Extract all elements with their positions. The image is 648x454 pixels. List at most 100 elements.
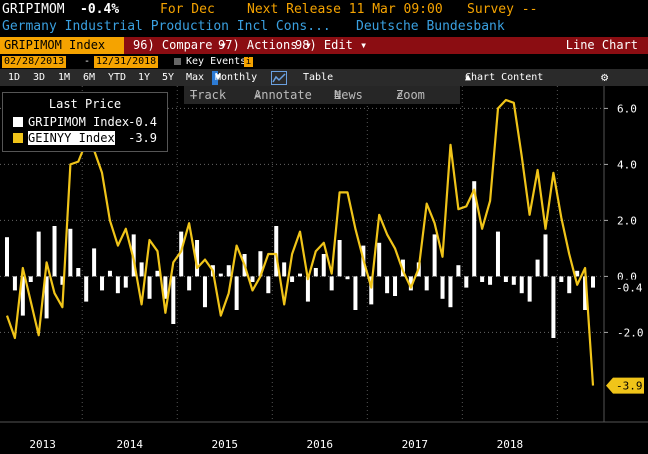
news-icon: ≣ — [334, 88, 342, 102]
table-button[interactable]: Table — [303, 72, 334, 83]
bar — [266, 276, 271, 294]
bar — [52, 226, 57, 277]
x-axis: 2013 2014 2015 2016 2017 2018 — [29, 438, 523, 451]
bar — [559, 276, 564, 282]
edit-menu[interactable]: 98) Edit ▾ — [295, 38, 368, 52]
bar — [456, 265, 461, 277]
actions-menu[interactable]: 97) Actions ▾ — [218, 38, 312, 52]
bar — [139, 262, 144, 277]
bar — [44, 276, 49, 319]
bar — [527, 276, 532, 302]
bar — [100, 276, 105, 291]
bar — [385, 276, 390, 294]
bar — [503, 276, 508, 282]
bar — [5, 237, 9, 277]
bar — [202, 276, 207, 308]
bar — [377, 242, 382, 277]
bar — [218, 273, 223, 277]
bar — [290, 276, 295, 282]
bar — [408, 276, 413, 291]
security-field[interactable]: GRIPIMOM Index — [0, 37, 124, 54]
period-6m[interactable]: 6M — [83, 72, 96, 83]
last-value-tags: -0.4 -3.9 — [606, 279, 644, 394]
bar — [84, 276, 89, 302]
bar — [495, 231, 500, 277]
bar — [480, 276, 485, 282]
bar — [163, 276, 168, 299]
chart-type-label[interactable]: Line Chart — [565, 38, 638, 52]
crosshair-icon: ✛ — [190, 88, 198, 102]
key-events-checkbox[interactable] — [174, 58, 181, 65]
line-chart-icon[interactable] — [271, 71, 287, 85]
ticker-label: GRIPIMOM — [2, 2, 65, 17]
bar — [60, 276, 65, 285]
bar — [432, 234, 437, 277]
bar — [258, 251, 263, 277]
period-5y[interactable]: 5Y — [162, 72, 175, 83]
y-tick-label: -2.0 — [617, 326, 644, 339]
end-date-field[interactable]: 12/31/2018 — [94, 56, 159, 68]
legend-swatch — [13, 117, 23, 127]
bar — [543, 234, 548, 277]
bar — [274, 226, 279, 277]
line-series — [5, 98, 595, 386]
bar-series — [5, 181, 595, 338]
y-tick-label: 4.0 — [617, 158, 637, 171]
start-date-field[interactable]: 02/28/2013 — [2, 56, 67, 68]
x-tick-label: 2018 — [497, 438, 524, 451]
change-value: -0.4% — [80, 2, 120, 17]
x-tick-label: 2014 — [116, 438, 143, 451]
toolbar: 1D 3D 1M 6M YTD 1Y 5Y Max Monthly ▼ Tabl… — [0, 69, 648, 86]
last-line-tag: -3.9 — [616, 380, 643, 393]
x-tick-label: 2013 — [29, 438, 56, 451]
bar — [107, 270, 112, 277]
pencil-icon: ∠ — [254, 88, 262, 102]
bar — [147, 276, 152, 299]
frequency-dropdown[interactable]: Monthly ▼ — [212, 70, 257, 85]
bar — [519, 276, 524, 294]
range-separator: - — [84, 56, 91, 67]
bar — [424, 276, 429, 291]
bar — [551, 276, 556, 338]
bar — [76, 268, 81, 277]
bar — [575, 270, 580, 277]
bar — [511, 276, 516, 285]
bar — [298, 273, 302, 277]
bar — [329, 276, 334, 291]
chart-content-icon: ▲ — [465, 72, 472, 83]
compare-menu[interactable]: 96) Compare ▾ — [133, 38, 227, 52]
bar — [567, 276, 572, 294]
bar — [282, 262, 287, 277]
bar — [115, 276, 120, 294]
bar — [345, 276, 350, 280]
description-row: Germany Industrial Production Incl Cons.… — [0, 18, 648, 36]
period-ytd[interactable]: YTD — [108, 72, 127, 83]
period-1m[interactable]: 1M — [58, 72, 71, 83]
bar — [20, 276, 25, 316]
legend-value-gripimom: -0.4 — [128, 115, 157, 129]
bar — [179, 231, 184, 277]
security-description: Germany Industrial Production Incl Cons.… — [2, 19, 331, 34]
header-row: GRIPIMOM -0.4% For Dec Next Release 11 M… — [0, 0, 648, 19]
period-1y[interactable]: 1Y — [138, 72, 151, 83]
menu-bar: GRIPIMOM Index 96) Compare ▾ 97) Actions… — [0, 37, 648, 54]
bar — [155, 270, 160, 277]
info-icon[interactable]: i — [244, 57, 253, 67]
last-line-tag-bg — [606, 377, 644, 394]
bar — [226, 265, 231, 277]
dropdown-arrow-icon: ▾ — [360, 38, 368, 52]
bar — [448, 276, 453, 308]
chart-area: 6.04.02.00.0-2.0 2013 2014 2015 2016 2017 201… — [0, 86, 648, 451]
period-max[interactable]: Max — [186, 72, 205, 83]
bar — [369, 276, 374, 305]
x-tick-label: 2015 — [212, 438, 239, 451]
settings-gear-icon[interactable]: ⚙ — [601, 70, 609, 84]
bar — [464, 276, 469, 288]
legend-item-geinyy: GEINYY Index — [13, 131, 115, 145]
bar — [305, 276, 310, 302]
bar — [123, 276, 128, 288]
bar — [583, 276, 588, 310]
legend-swatch — [13, 133, 23, 143]
period-1d[interactable]: 1D — [8, 72, 21, 83]
period-3d[interactable]: 3D — [33, 72, 46, 83]
